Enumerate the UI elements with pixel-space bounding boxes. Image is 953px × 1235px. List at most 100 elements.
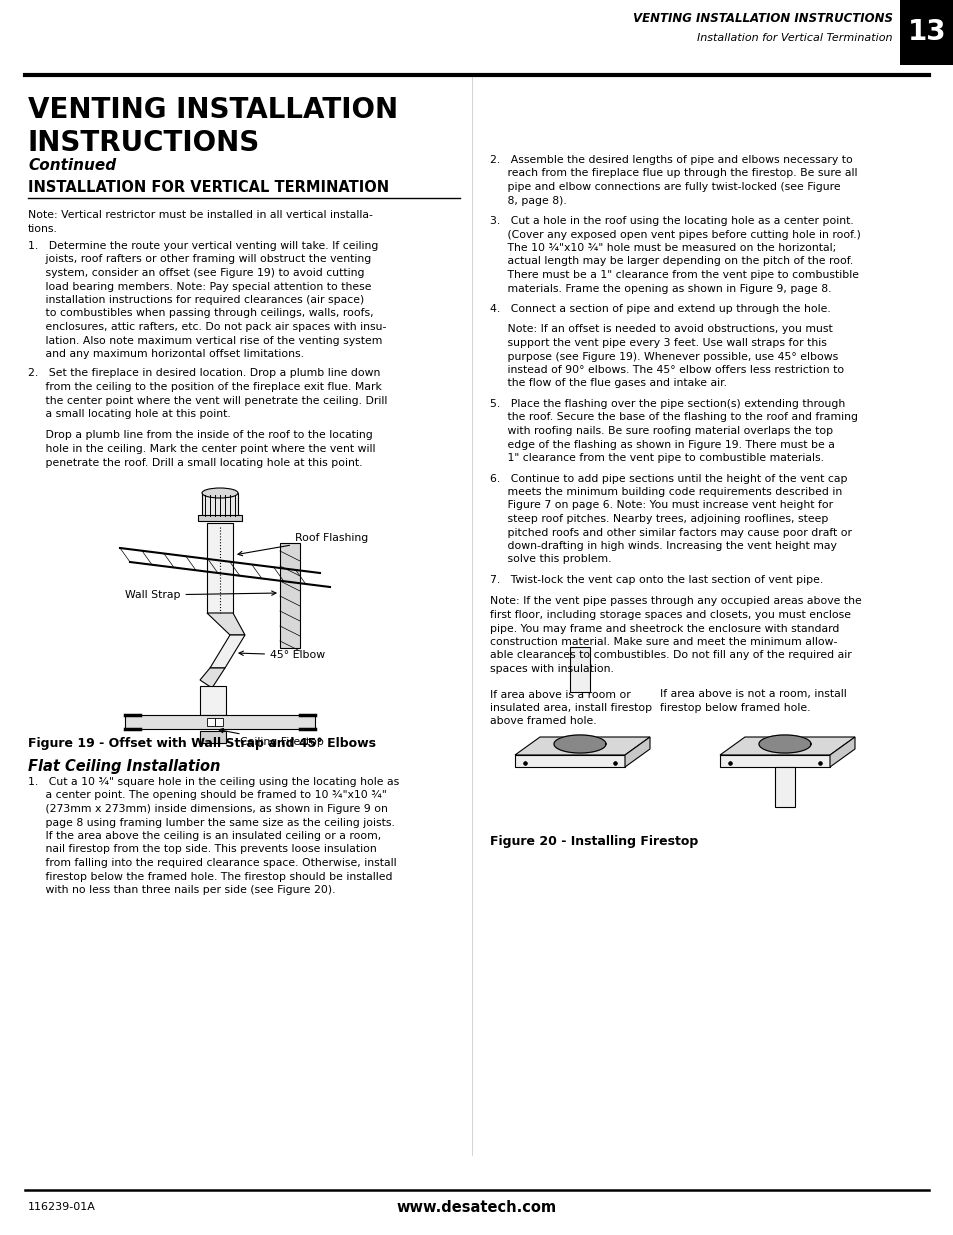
Text: insulated area, install firestop: insulated area, install firestop bbox=[490, 703, 652, 713]
Text: penetrate the roof. Drill a small locating hole at this point.: penetrate the roof. Drill a small locati… bbox=[28, 457, 362, 468]
Text: pitched roofs and other similar factors may cause poor draft or: pitched roofs and other similar factors … bbox=[490, 527, 851, 537]
Text: VENTING INSTALLATION: VENTING INSTALLATION bbox=[28, 96, 397, 124]
Bar bbox=[774, 767, 794, 806]
Text: Ceiling Firestop: Ceiling Firestop bbox=[219, 729, 323, 747]
Polygon shape bbox=[515, 755, 624, 767]
Bar bbox=[899, 0, 953, 65]
Text: 1" clearance from the vent pipe to combustible materials.: 1" clearance from the vent pipe to combu… bbox=[490, 453, 823, 463]
Text: 2.   Set the fireplace in desired location. Drop a plumb line down: 2. Set the fireplace in desired location… bbox=[28, 368, 380, 378]
Ellipse shape bbox=[202, 488, 237, 498]
Polygon shape bbox=[759, 735, 810, 753]
Text: reach from the fireplace flue up through the firestop. Be sure all: reach from the fireplace flue up through… bbox=[490, 168, 857, 179]
Text: first floor, including storage spaces and closets, you must enclose: first floor, including storage spaces an… bbox=[490, 610, 850, 620]
Text: www.desatech.com: www.desatech.com bbox=[396, 1199, 557, 1214]
Text: meets the minimum building code requirements described in: meets the minimum building code requirem… bbox=[490, 487, 841, 496]
Text: instead of 90° elbows. The 45° elbow offers less restriction to: instead of 90° elbows. The 45° elbow off… bbox=[490, 366, 843, 375]
Text: If the area above the ceiling is an insulated ceiling or a room,: If the area above the ceiling is an insu… bbox=[28, 831, 381, 841]
Text: installation instructions for required clearances (air space): installation instructions for required c… bbox=[28, 295, 364, 305]
Bar bbox=[198, 515, 242, 521]
Text: VENTING INSTALLATION INSTRUCTIONS: VENTING INSTALLATION INSTRUCTIONS bbox=[633, 11, 892, 25]
Text: pipe and elbow connections are fully twist-locked (see Figure: pipe and elbow connections are fully twi… bbox=[490, 182, 840, 191]
Text: the roof. Secure the base of the flashing to the roof and framing: the roof. Secure the base of the flashin… bbox=[490, 412, 857, 422]
Text: with roofing nails. Be sure roofing material overlaps the top: with roofing nails. Be sure roofing mate… bbox=[490, 426, 832, 436]
Bar bbox=[200, 685, 226, 715]
Text: Note: If the vent pipe passes through any occupied areas above the: Note: If the vent pipe passes through an… bbox=[490, 597, 861, 606]
Text: There must be a 1" clearance from the vent pipe to combustible: There must be a 1" clearance from the ve… bbox=[490, 270, 858, 280]
Text: 116239-01A: 116239-01A bbox=[28, 1202, 95, 1212]
Text: Wall Strap: Wall Strap bbox=[125, 590, 275, 600]
Text: 8, page 8).: 8, page 8). bbox=[490, 195, 566, 205]
Polygon shape bbox=[720, 755, 829, 767]
Polygon shape bbox=[210, 635, 245, 668]
Text: Figure 7 on page 6. Note: You must increase vent height for: Figure 7 on page 6. Note: You must incre… bbox=[490, 500, 832, 510]
Bar bbox=[207, 522, 233, 613]
Text: Note: Vertical restrictor must be installed in all vertical installa-: Note: Vertical restrictor must be instal… bbox=[28, 210, 373, 220]
Text: lation. Also note maximum vertical rise of the venting system: lation. Also note maximum vertical rise … bbox=[28, 336, 382, 346]
Text: Continued: Continued bbox=[28, 158, 116, 173]
Text: page 8 using framing lumber the same size as the ceiling joists.: page 8 using framing lumber the same siz… bbox=[28, 818, 395, 827]
Text: 4.   Connect a section of pipe and extend up through the hole.: 4. Connect a section of pipe and extend … bbox=[490, 304, 830, 314]
Text: actual length may be larger depending on the pitch of the roof.: actual length may be larger depending on… bbox=[490, 257, 852, 267]
Polygon shape bbox=[554, 735, 605, 753]
Bar bbox=[200, 731, 226, 743]
Text: firestop below the framed hole. The firestop should be installed: firestop below the framed hole. The fire… bbox=[28, 872, 392, 882]
Text: hole in the ceiling. Mark the center point where the vent will: hole in the ceiling. Mark the center poi… bbox=[28, 445, 375, 454]
Text: 13: 13 bbox=[906, 19, 945, 46]
Text: a center point. The opening should be framed to 10 ¾"x10 ¾": a center point. The opening should be fr… bbox=[28, 790, 386, 800]
Text: Roof Flashing: Roof Flashing bbox=[237, 534, 368, 556]
Bar bbox=[280, 543, 299, 648]
Text: the center point where the vent will penetrate the ceiling. Drill: the center point where the vent will pen… bbox=[28, 395, 387, 405]
Text: materials. Frame the opening as shown in Figure 9, page 8.: materials. Frame the opening as shown in… bbox=[490, 284, 831, 294]
Text: Note: If an offset is needed to avoid obstructions, you must: Note: If an offset is needed to avoid ob… bbox=[490, 325, 832, 335]
Polygon shape bbox=[202, 493, 237, 517]
Text: nail firestop from the top side. This prevents loose insulation: nail firestop from the top side. This pr… bbox=[28, 845, 376, 855]
Text: from falling into the required clearance space. Otherwise, install: from falling into the required clearance… bbox=[28, 858, 396, 868]
Text: pipe. You may frame and sheetrock the enclosure with standard: pipe. You may frame and sheetrock the en… bbox=[490, 624, 839, 634]
Text: 5.   Place the flashing over the pipe section(s) extending through: 5. Place the flashing over the pipe sect… bbox=[490, 399, 844, 409]
Text: (273mm x 273mm) inside dimensions, as shown in Figure 9 on: (273mm x 273mm) inside dimensions, as sh… bbox=[28, 804, 388, 814]
Text: 7.   Twist-lock the vent cap onto the last section of vent pipe.: 7. Twist-lock the vent cap onto the last… bbox=[490, 576, 822, 585]
Polygon shape bbox=[207, 613, 245, 635]
Text: load bearing members. Note: Pay special attention to these: load bearing members. Note: Pay special … bbox=[28, 282, 371, 291]
Text: Figure 19 - Offset with Wall Strap and 45° Elbows: Figure 19 - Offset with Wall Strap and 4… bbox=[28, 737, 375, 750]
Text: spaces with insulation.: spaces with insulation. bbox=[490, 664, 613, 674]
Text: 6.   Continue to add pipe sections until the height of the vent cap: 6. Continue to add pipe sections until t… bbox=[490, 473, 846, 483]
Text: the flow of the flue gases and intake air.: the flow of the flue gases and intake ai… bbox=[490, 378, 726, 389]
Text: 3.   Cut a hole in the roof using the locating hole as a center point.: 3. Cut a hole in the roof using the loca… bbox=[490, 216, 853, 226]
Text: 2.   Assemble the desired lengths of pipe and elbows necessary to: 2. Assemble the desired lengths of pipe … bbox=[490, 156, 852, 165]
Bar bbox=[125, 715, 314, 729]
Polygon shape bbox=[200, 668, 225, 688]
Text: Flat Ceiling Installation: Flat Ceiling Installation bbox=[28, 760, 220, 774]
Polygon shape bbox=[624, 737, 649, 767]
Text: The 10 ¾"x10 ¾" hole must be measured on the horizontal;: The 10 ¾"x10 ¾" hole must be measured on… bbox=[490, 243, 836, 253]
Text: above framed hole.: above framed hole. bbox=[490, 716, 596, 726]
Text: (Cover any exposed open vent pipes before cutting hole in roof.): (Cover any exposed open vent pipes befor… bbox=[490, 230, 860, 240]
Polygon shape bbox=[720, 737, 854, 755]
Text: 1.   Determine the route your vertical venting will take. If ceiling: 1. Determine the route your vertical ven… bbox=[28, 241, 378, 251]
Text: Installation for Vertical Termination: Installation for Vertical Termination bbox=[697, 33, 892, 43]
Text: enclosures, attic rafters, etc. Do not pack air spaces with insu-: enclosures, attic rafters, etc. Do not p… bbox=[28, 322, 386, 332]
Text: INSTALLATION FOR VERTICAL TERMINATION: INSTALLATION FOR VERTICAL TERMINATION bbox=[28, 180, 389, 195]
Text: If area above is not a room, install: If area above is not a room, install bbox=[659, 689, 846, 699]
Polygon shape bbox=[515, 737, 649, 755]
Text: firestop below framed hole.: firestop below framed hole. bbox=[659, 703, 810, 713]
Text: steep roof pitches. Nearby trees, adjoining rooflines, steep: steep roof pitches. Nearby trees, adjoin… bbox=[490, 514, 827, 524]
Text: with no less than three nails per side (see Figure 20).: with no less than three nails per side (… bbox=[28, 885, 335, 895]
Text: Drop a plumb line from the inside of the roof to the locating: Drop a plumb line from the inside of the… bbox=[28, 431, 373, 441]
Text: joists, roof rafters or other framing will obstruct the venting: joists, roof rafters or other framing wi… bbox=[28, 254, 371, 264]
Text: system, consider an offset (see Figure 19) to avoid cutting: system, consider an offset (see Figure 1… bbox=[28, 268, 364, 278]
Text: tions.: tions. bbox=[28, 224, 58, 233]
Bar bbox=[207, 718, 214, 726]
Text: 1.   Cut a 10 ¾" square hole in the ceiling using the locating hole as: 1. Cut a 10 ¾" square hole in the ceilin… bbox=[28, 777, 399, 787]
Text: a small locating hole at this point.: a small locating hole at this point. bbox=[28, 409, 231, 419]
Text: construction material. Make sure and meet the minimum allow-: construction material. Make sure and mee… bbox=[490, 637, 837, 647]
Text: down-drafting in high winds. Increasing the vent height may: down-drafting in high winds. Increasing … bbox=[490, 541, 836, 551]
Bar bbox=[214, 718, 223, 726]
Text: support the vent pipe every 3 feet. Use wall straps for this: support the vent pipe every 3 feet. Use … bbox=[490, 338, 826, 348]
Text: edge of the flashing as shown in Figure 19. There must be a: edge of the flashing as shown in Figure … bbox=[490, 440, 834, 450]
Text: able clearances to combustibles. Do not fill any of the required air: able clearances to combustibles. Do not … bbox=[490, 651, 851, 661]
Bar bbox=[569, 647, 589, 692]
Text: from the ceiling to the position of the fireplace exit flue. Mark: from the ceiling to the position of the … bbox=[28, 382, 381, 391]
Text: Figure 20 - Installing Firestop: Figure 20 - Installing Firestop bbox=[490, 835, 698, 848]
Polygon shape bbox=[829, 737, 854, 767]
